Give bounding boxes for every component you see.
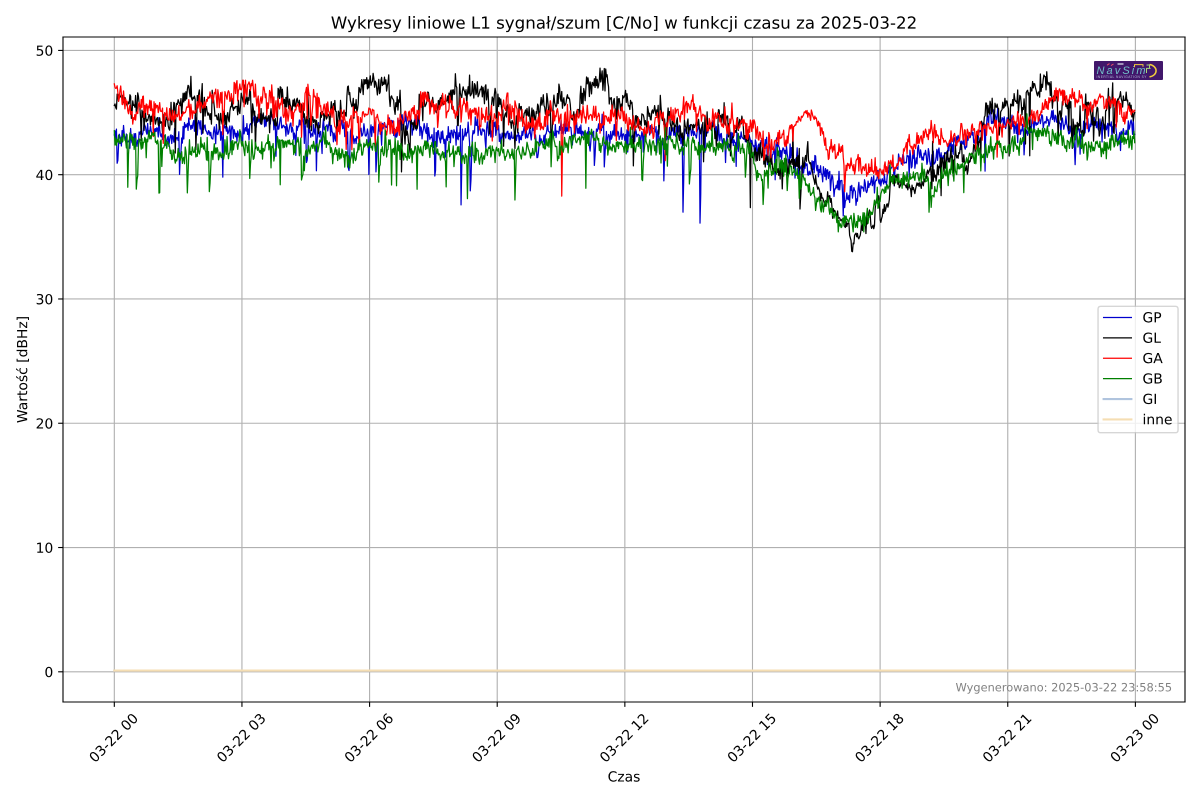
svg-text:INERTIAL NAVIGATION SY: INERTIAL NAVIGATION SY <box>1097 75 1148 79</box>
